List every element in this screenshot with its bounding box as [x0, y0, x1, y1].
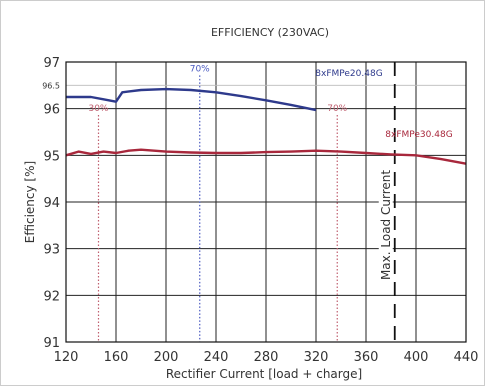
- reference-label: 30%: [88, 104, 108, 114]
- max-load-label: Max. Load Current: [379, 170, 393, 280]
- x-tick-label: 160: [104, 350, 129, 365]
- x-tick-label: 120: [54, 350, 79, 365]
- x-tick-label: 280: [254, 350, 279, 365]
- y-axis-label: Efficiency [%]: [23, 161, 37, 243]
- reference-lines: [97, 62, 396, 342]
- y-tick-label: 92: [43, 289, 60, 304]
- y-tick-label: 91: [43, 336, 60, 351]
- plot-frame: [65, 61, 467, 343]
- x-tick-label: 400: [404, 350, 429, 365]
- y-tick-label: 96: [43, 103, 60, 118]
- series-layer: [65, 87, 467, 165]
- x-tick-label: 440: [454, 350, 479, 365]
- y-tick-label: 95: [43, 149, 60, 164]
- y-tick-label: 94: [43, 196, 60, 211]
- series-line-0: [66, 87, 317, 112]
- x-tick-label: 200: [154, 350, 179, 365]
- x-tick-label: 320: [304, 350, 329, 365]
- x-tick-label: 360: [354, 350, 379, 365]
- y-tick-label: 93: [43, 243, 60, 258]
- series-name-label: 8xFMPe20.48G: [315, 69, 382, 79]
- series-name-label: 8xFMPe30.48G: [385, 130, 452, 140]
- y-tick-label-96-5: 96.5: [42, 81, 60, 90]
- x-axis-label: Rectifier Current [load + charge]: [166, 367, 362, 381]
- chart-title: EFFICIENCY (230VAC): [211, 26, 329, 39]
- x-tick-label: 240: [204, 350, 229, 365]
- y-tick-label: 97: [43, 56, 60, 71]
- reference-label: 70%: [327, 104, 347, 114]
- reference-label: 70%: [190, 64, 210, 74]
- labels-layer: 70% 30% 70% Max. Load Current 8xFMPe20.48G 8x…: [88, 64, 453, 293]
- tick-labels: 120 160 200 240 280 320 360 400 440 91 92 93 94 95 96 9…: [42, 56, 478, 365]
- series-line-1: [65, 148, 467, 165]
- max-load-label-bg: [378, 157, 393, 293]
